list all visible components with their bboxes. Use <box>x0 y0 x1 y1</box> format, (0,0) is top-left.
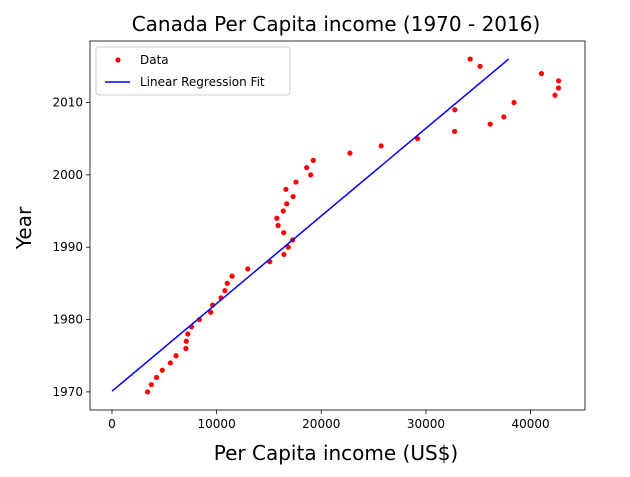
data-point <box>144 389 151 395</box>
data-point <box>275 222 281 229</box>
data-point <box>281 251 287 258</box>
data-point <box>477 63 483 69</box>
legend-label: Data <box>140 53 169 67</box>
data-point <box>310 157 316 163</box>
data-point <box>284 201 290 207</box>
data-point <box>308 172 314 178</box>
x-tick-label: 10000 <box>198 417 236 431</box>
data-point <box>538 70 545 77</box>
y-axis-title: Year <box>12 206 36 250</box>
y-tick-label: 1990 <box>52 240 83 254</box>
data-point <box>555 78 562 84</box>
data-point <box>280 208 286 214</box>
legend-dot-marker <box>115 57 121 63</box>
data-point <box>153 374 160 381</box>
plot-frame <box>89 40 586 411</box>
data-point <box>159 367 165 373</box>
plot-area: 0 10000 20000 30000 40000 1970 1980 1990 2000 201… <box>52 40 586 431</box>
data-point <box>293 179 299 185</box>
data-point <box>208 309 214 315</box>
data-point <box>304 165 310 171</box>
y-tick-label: 2000 <box>52 168 83 182</box>
data-point <box>224 280 230 286</box>
y-tick-label: 1970 <box>52 385 83 399</box>
x-tick-label: 0 <box>108 417 116 431</box>
data-point <box>283 186 289 192</box>
x-tick-label: 40000 <box>511 417 549 431</box>
data-point <box>467 56 473 62</box>
data-point <box>173 353 179 359</box>
data-point <box>290 193 296 200</box>
data-point <box>452 107 458 113</box>
data-point <box>222 288 228 294</box>
data-point <box>229 273 235 279</box>
data-point <box>552 92 558 98</box>
x-axis-title: Per Capita income (US$) <box>214 441 458 465</box>
data-point <box>281 230 287 236</box>
data-point <box>148 382 155 388</box>
data-point <box>185 331 191 337</box>
legend-box <box>95 46 291 96</box>
data-point <box>347 150 353 156</box>
x-tick-label: 30000 <box>407 417 445 431</box>
data-point <box>245 266 251 272</box>
data-point <box>167 360 173 366</box>
data-point <box>378 143 384 149</box>
data-point <box>183 338 189 344</box>
data-point <box>501 114 507 120</box>
data-point <box>511 99 517 106</box>
regression-line <box>111 58 510 392</box>
legend-label: Linear Regression Fit <box>140 75 265 89</box>
y-tick-label: 2010 <box>52 96 83 110</box>
data-point <box>285 244 291 250</box>
data-point <box>451 128 458 135</box>
y-tick-label: 1980 <box>52 313 83 327</box>
x-tick-label: 20000 <box>302 417 340 431</box>
data-point <box>487 121 493 127</box>
data-point <box>274 215 280 221</box>
data-point <box>555 85 562 91</box>
chart-title: Canada Per Capita income (1970 - 2016) <box>132 12 541 36</box>
data-point <box>183 345 189 352</box>
